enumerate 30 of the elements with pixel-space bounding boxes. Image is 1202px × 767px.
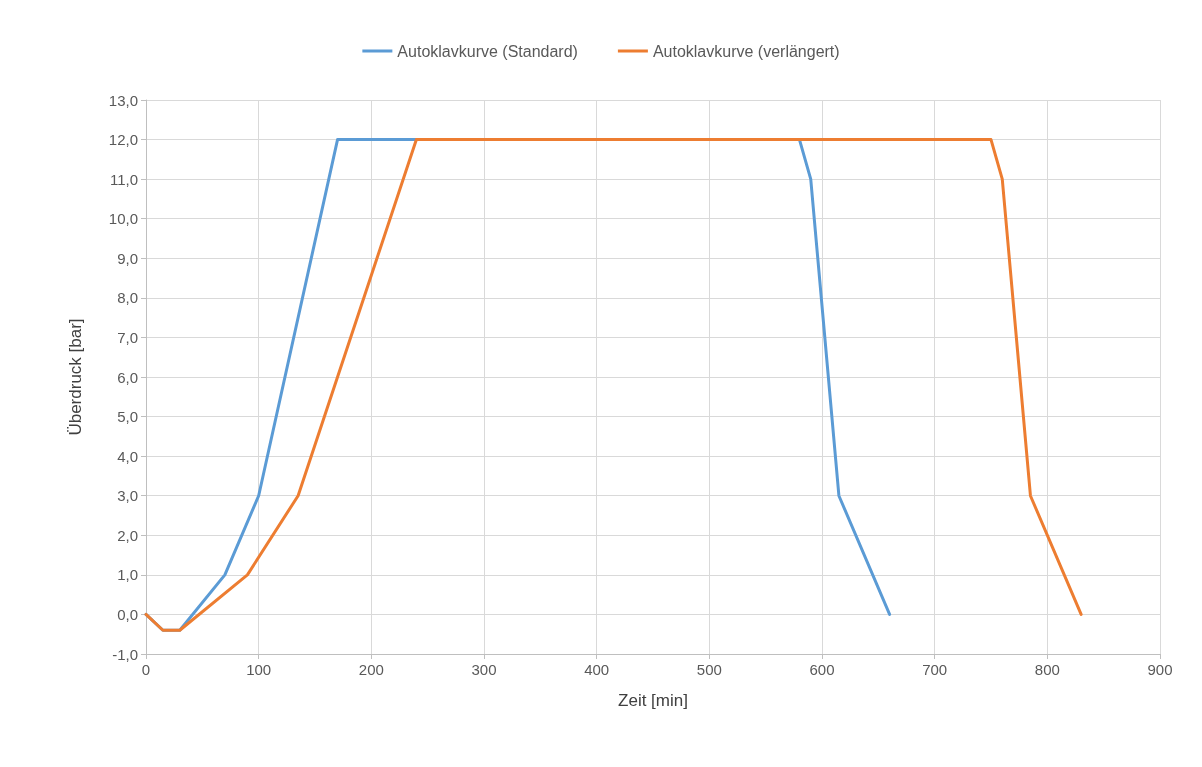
y-tick-label: 7,0 <box>117 328 138 346</box>
y-tick-label: 13,0 <box>108 91 138 109</box>
x-tick-label: 500 <box>696 661 722 678</box>
y-tick-label: 11,0 <box>109 170 138 188</box>
x-axis-title: Zeit [min] <box>618 691 688 710</box>
x-tick-label: 600 <box>809 661 835 678</box>
x-tick-label: 800 <box>1034 661 1060 678</box>
y-tick-label: 6,0 <box>117 368 138 386</box>
x-tick-label: 100 <box>246 661 272 678</box>
x-tick-label: 400 <box>584 661 610 678</box>
y-tick-label: 0,0 <box>117 605 138 623</box>
legend-label: Autoklavkurve (Standard) <box>397 42 578 60</box>
y-tick-label: 8,0 <box>117 289 138 307</box>
x-tick-label: 300 <box>471 661 497 678</box>
x-tick-label: 900 <box>1147 661 1173 678</box>
y-axis-title: Überdruck [bar] <box>66 318 85 436</box>
y-tick-label: 12,0 <box>108 131 138 149</box>
x-tick-label: 0 <box>141 661 151 678</box>
y-tick-label: 10,0 <box>108 210 138 228</box>
line-series <box>144 138 1083 632</box>
y-tick-label: 2,0 <box>117 526 138 544</box>
y-tick-label: 9,0 <box>117 249 138 267</box>
x-tick-label: 700 <box>922 661 948 678</box>
legend-label: Autoklavkurve (verlängert) <box>652 42 840 60</box>
x-tick-label: 200 <box>358 661 384 678</box>
y-tick-label: -1,0 <box>112 645 138 663</box>
y-tick-label: 5,0 <box>117 408 138 426</box>
y-tick-label: 3,0 <box>117 487 138 505</box>
y-tick-label: 1,0 <box>117 566 138 584</box>
y-tick-label: 4,0 <box>117 447 138 465</box>
